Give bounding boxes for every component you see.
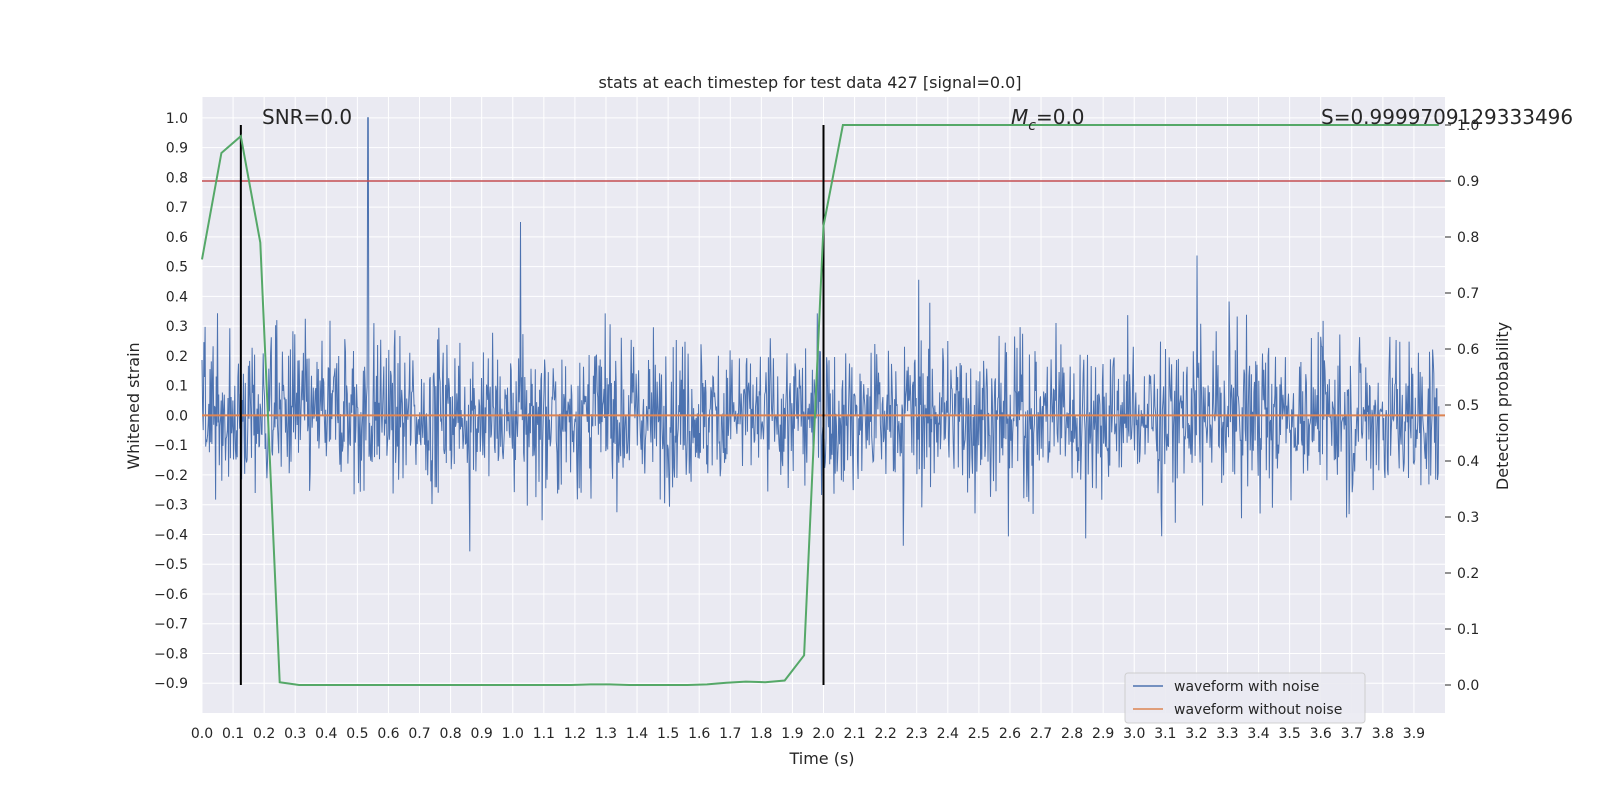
y-ticks-right: 1.0 0.9 0.8 0.7 0.6 0.5 0.4 0.3 0.2 0.1 0.0	[1445, 118, 1479, 694]
mc-subscript: c	[1028, 118, 1036, 134]
y-tick-label-right: 0.3	[1457, 510, 1479, 526]
y-tick-label-left: 0.6	[166, 230, 188, 246]
x-tick-label: 1.6	[688, 726, 710, 742]
y-ticks-left: 1.0 0.9 0.8 0.7 0.6 0.5 0.4 0.3 0.2 0.1 0.0 −0.1 −0.…	[154, 111, 188, 692]
y-tick-label-right: 0.9	[1457, 174, 1479, 190]
x-tick-label: 0.4	[315, 726, 337, 742]
chart-title: stats at each timestep for test data 427…	[598, 73, 1021, 92]
y-tick-label-right: 0.4	[1457, 454, 1479, 470]
x-tick-label: 2.8	[1061, 726, 1083, 742]
y-tick-label-left: 0.5	[166, 260, 188, 276]
x-tick-label: 3.2	[1185, 726, 1207, 742]
legend-label-noise: waveform with noise	[1174, 679, 1319, 695]
y-tick-label-left: −0.6	[154, 587, 188, 603]
y-tick-label-right: 0.0	[1457, 678, 1479, 694]
x-tick-label: 1.1	[533, 726, 555, 742]
y-tick-label-right: 1.0	[1457, 118, 1479, 134]
x-tick-label: 0.0	[191, 726, 213, 742]
y-axis-label-right: Detection probability	[1493, 322, 1512, 490]
y-tick-label-left: 0.0	[166, 408, 188, 424]
x-tick-label: 3.7	[1341, 726, 1363, 742]
y-tick-label-right: 0.8	[1457, 230, 1479, 246]
legend-label-clean: waveform without noise	[1174, 702, 1342, 718]
x-tick-label: 0.3	[284, 726, 306, 742]
y-tick-label-left: 0.7	[166, 200, 188, 216]
x-tick-label: 2.2	[875, 726, 897, 742]
legend: waveform with noise waveform without noi…	[1124, 672, 1366, 724]
mc-annotation: Mc=0.0	[1011, 105, 1085, 134]
x-tick-label: 2.0	[812, 726, 834, 742]
y-tick-label-left: 0.4	[166, 289, 188, 305]
x-tick-label: 2.4	[937, 726, 959, 742]
x-tick-label: 2.9	[1092, 726, 1114, 742]
x-tick-label: 1.7	[719, 726, 741, 742]
y-tick-label-left: −0.7	[154, 617, 188, 633]
y-tick-label-left: 0.9	[166, 141, 188, 157]
mc-symbol: M	[1011, 105, 1028, 129]
legend-box	[1124, 672, 1366, 724]
x-tick-label: 3.1	[1154, 726, 1176, 742]
x-tick-label: 2.6	[999, 726, 1021, 742]
x-tick-label: 1.2	[564, 726, 586, 742]
x-tick-label: 2.1	[843, 726, 865, 742]
y-tick-label-left: 0.2	[166, 349, 188, 365]
x-tick-label: 0.9	[471, 726, 493, 742]
y-tick-label-right: 0.5	[1457, 398, 1479, 414]
x-tick-label: 1.9	[781, 726, 803, 742]
snr-annotation: SNR=0.0	[262, 105, 352, 129]
x-tick-label: 0.1	[222, 726, 244, 742]
y-tick-label-left: 0.1	[166, 379, 188, 395]
x-tick-label: 1.4	[626, 726, 648, 742]
y-tick-label-left: −0.8	[154, 646, 188, 662]
s-annotation: S=0.9999709129333496	[1321, 105, 1573, 129]
marker-lines	[239, 125, 825, 685]
x-tick-label: 3.5	[1278, 726, 1300, 742]
x-tick-label: 3.4	[1247, 726, 1269, 742]
x-tick-label: 1.8	[750, 726, 772, 742]
x-tick-label: 3.8	[1372, 726, 1394, 742]
y-tick-label-right: 0.7	[1457, 286, 1479, 302]
y-tick-label-left: −0.9	[154, 676, 188, 692]
y-tick-label-left: 0.3	[166, 319, 188, 335]
y-tick-label-left: −0.5	[154, 557, 188, 573]
x-tick-label: 3.3	[1216, 726, 1238, 742]
y-tick-label-left: −0.4	[154, 527, 188, 543]
x-tick-label: 2.7	[1030, 726, 1052, 742]
y-tick-label-right: 0.6	[1457, 342, 1479, 358]
y-tick-label-left: −0.1	[154, 438, 188, 454]
y-tick-label-right: 0.1	[1457, 622, 1479, 638]
x-ticks: 0.0 0.1 0.2 0.3 0.4 0.5 0.6 0.7 0.8 0.9 1.0 1.1 1.2 1…	[191, 726, 1425, 742]
y-tick-label-right: 0.2	[1457, 566, 1479, 582]
x-tick-label: 3.9	[1403, 726, 1425, 742]
x-tick-label: 3.0	[1123, 726, 1145, 742]
x-tick-label: 1.3	[595, 726, 617, 742]
x-tick-label: 2.5	[968, 726, 990, 742]
y-axis-label-left: Whitened strain	[124, 342, 143, 469]
y-tick-label-left: 0.8	[166, 170, 188, 186]
x-tick-label: 3.6	[1310, 726, 1332, 742]
mc-value: =0.0	[1036, 105, 1085, 129]
x-tick-label: 2.3	[906, 726, 928, 742]
probability-line	[201, 124, 1439, 686]
x-axis-label: Time (s)	[788, 749, 854, 768]
x-tick-label: 0.2	[253, 726, 275, 742]
y-tick-label-left: −0.2	[154, 468, 188, 484]
y-tick-label-left: 1.0	[166, 111, 188, 127]
x-tick-label: 1.5	[657, 726, 679, 742]
x-tick-label: 0.8	[439, 726, 461, 742]
y-tick-label-left: −0.3	[154, 498, 188, 514]
x-tick-label: 0.5	[346, 726, 368, 742]
x-tick-label: 0.6	[377, 726, 399, 742]
x-tick-label: 0.7	[408, 726, 430, 742]
x-tick-label: 1.0	[502, 726, 524, 742]
